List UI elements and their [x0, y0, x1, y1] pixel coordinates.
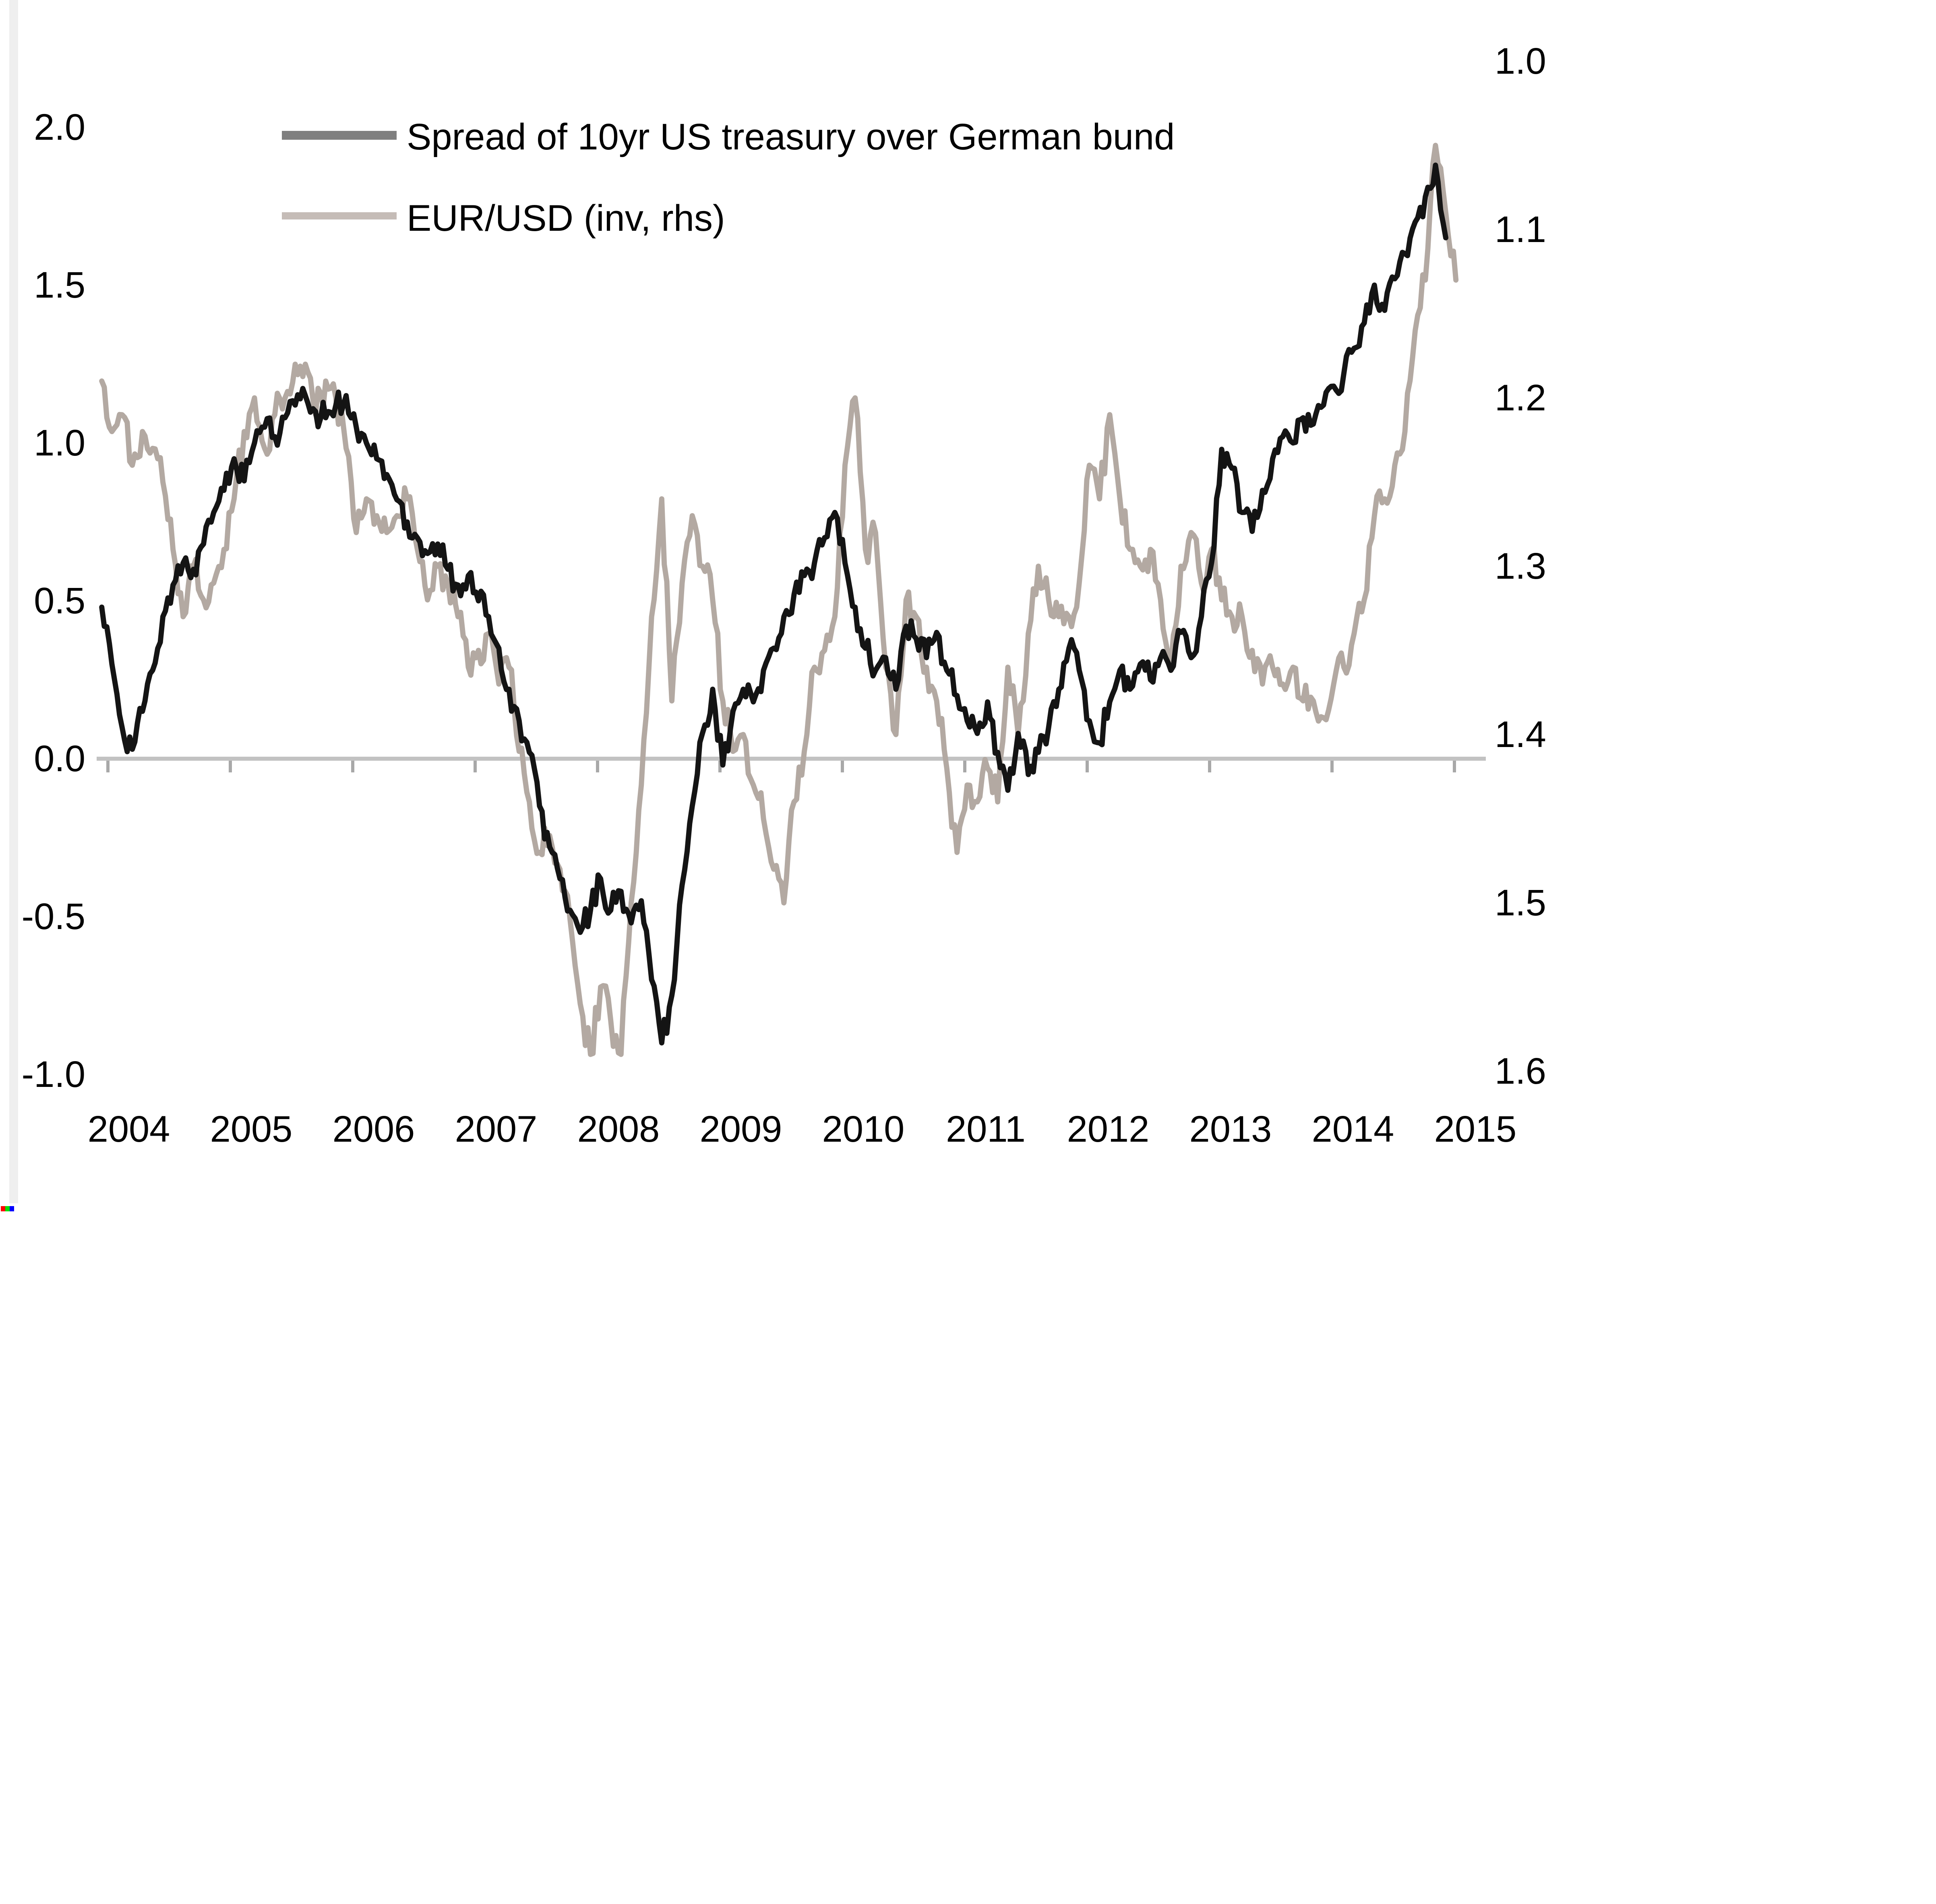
x-axis-label-2015: 2015: [1434, 1109, 1517, 1150]
x-axis-label-2010: 2010: [822, 1109, 905, 1150]
rgb-artifact-square-2: [10, 1206, 14, 1211]
x-axis-label-2008: 2008: [577, 1109, 660, 1150]
series-line-eurusd-inverted: [99, 143, 1459, 1057]
left-axis-tick--0.5: -0.5: [21, 896, 85, 937]
left-axis-tick-0.5: 0.5: [34, 580, 85, 621]
right-axis-tick-1.5: 1.5: [1495, 882, 1546, 923]
left-axis-tick-1.5: 1.5: [34, 265, 85, 306]
x-axis-label-2005: 2005: [210, 1109, 293, 1150]
x-axis-label-2014: 2014: [1311, 1109, 1394, 1150]
legend-label-spread: Spread of 10yr US treasury over German b…: [407, 116, 1175, 157]
x-axis-label-2006: 2006: [332, 1109, 415, 1150]
x-axis-label-2011: 2011: [946, 1109, 1026, 1150]
right-axis-tick-1.6: 1.6: [1495, 1051, 1546, 1092]
right-axis-tick-1.1: 1.1: [1495, 209, 1546, 250]
right-axis-tick-1.4: 1.4: [1495, 714, 1546, 755]
left-axis-tick-2.0: 2.0: [34, 107, 85, 148]
right-axis-tick-1.3: 1.3: [1495, 546, 1546, 587]
legend-line-swatch-spread: [282, 131, 397, 140]
x-axis-label-2007: 2007: [455, 1109, 538, 1150]
x-axis-label-2004: 2004: [87, 1109, 170, 1150]
right-axis-tick-1.2: 1.2: [1495, 377, 1546, 418]
rgb-artifact-square-0: [1, 1206, 5, 1211]
series-line-treasury-bund-spread: [99, 162, 1448, 1046]
rgb-artifact-square-1: [5, 1206, 10, 1211]
left-axis-tick--1.0: -1.0: [21, 1054, 85, 1095]
left-axis-tick-1.0: 1.0: [34, 422, 85, 464]
legend-label-eurusd: EUR/USD (inv, rhs): [407, 198, 725, 239]
left-edge-strip: [9, 0, 18, 1203]
x-axis-label-2009: 2009: [699, 1109, 782, 1150]
x-axis-label-2012: 2012: [1067, 1109, 1150, 1150]
right-axis-tick-1.0: 1.0: [1495, 41, 1546, 82]
left-axis-tick-0.0: 0.0: [34, 738, 85, 779]
legend-line-swatch-eurusd: [282, 212, 397, 219]
x-axis-label-2013: 2013: [1189, 1109, 1272, 1150]
